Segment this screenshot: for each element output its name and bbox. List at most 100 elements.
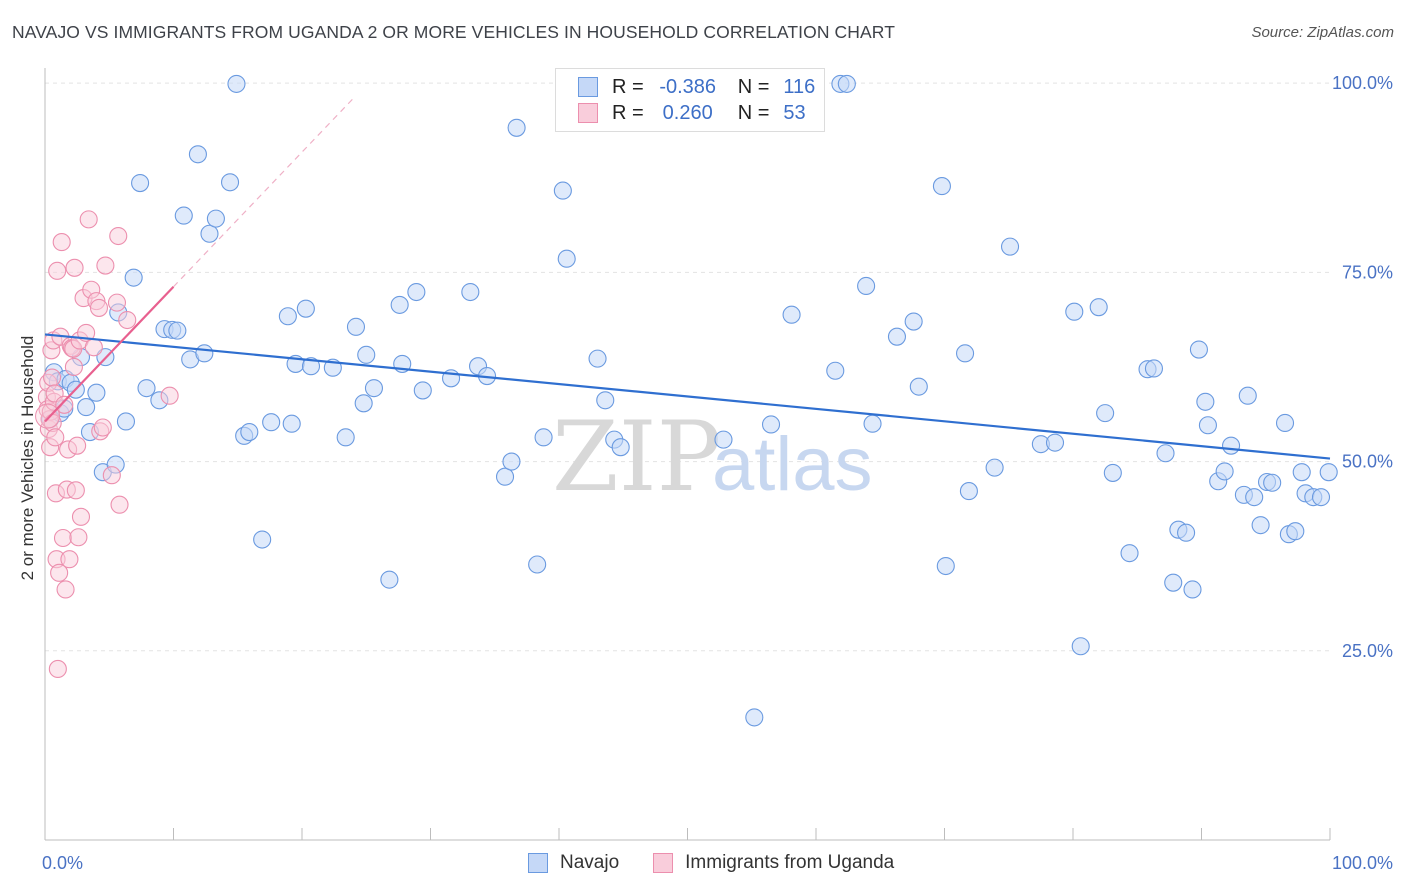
navajo-point xyxy=(1096,404,1115,423)
y-tick-labels: 100.0% 75.0% 50.0% 25.0% xyxy=(1332,73,1393,661)
legend-n-value: 53 xyxy=(783,101,806,124)
navajo-point xyxy=(887,327,907,346)
y-tick-label: 100.0% xyxy=(1332,73,1393,93)
navajo-point xyxy=(240,423,259,442)
navajo-point xyxy=(253,530,272,549)
navajo-point xyxy=(1286,522,1305,541)
navajo-point xyxy=(1238,386,1257,405)
navajo-point xyxy=(336,428,355,447)
navajo-point xyxy=(227,74,246,93)
uganda-trend-extension xyxy=(173,97,354,288)
watermark-atlas: atlas xyxy=(712,422,873,507)
navajo-point xyxy=(909,377,928,396)
uganda-point xyxy=(46,428,65,447)
navajo-point xyxy=(1071,637,1090,656)
navajo-point xyxy=(296,299,315,318)
x-tick-label: 100.0% xyxy=(1332,853,1393,873)
navajo-point xyxy=(1177,523,1196,542)
legend-swatch-navajo xyxy=(578,77,598,97)
uganda-point xyxy=(66,481,85,500)
navajo-point xyxy=(116,412,136,431)
source-label: Source: ZipAtlas.com xyxy=(1251,24,1394,41)
navajo-point xyxy=(1198,416,1217,435)
navajo-point xyxy=(364,379,384,398)
uganda-point xyxy=(50,563,69,582)
navajo-point xyxy=(761,415,781,434)
navajo-point xyxy=(1183,580,1202,599)
y-axis-title: 2 or more Vehicles in Household xyxy=(18,336,37,581)
legend-row-uganda: R = 0.260 N = 53 xyxy=(578,100,806,126)
navajo-point xyxy=(1245,488,1264,507)
y-tick-label: 25.0% xyxy=(1342,641,1393,661)
uganda-point xyxy=(160,386,179,405)
navajo-point xyxy=(1251,516,1270,535)
navajo-point xyxy=(714,430,733,449)
uganda-point xyxy=(48,659,67,678)
uganda-point xyxy=(69,528,88,547)
navajo-point xyxy=(220,173,240,192)
uganda-point xyxy=(109,226,128,246)
uganda-point xyxy=(43,368,62,387)
navajo-point xyxy=(168,321,187,340)
uganda-trend-line xyxy=(44,285,175,423)
uganda-point xyxy=(65,258,84,277)
uganda-point xyxy=(60,550,79,569)
navajo-point xyxy=(857,276,876,296)
navajo-point xyxy=(87,383,106,402)
navajo-point xyxy=(956,344,975,363)
navajo-point xyxy=(1215,462,1234,481)
legend-n-label: N = xyxy=(737,101,770,124)
navajo-point xyxy=(1144,359,1164,378)
uganda-point xyxy=(102,466,121,485)
navajo-point xyxy=(390,295,409,314)
uganda-point xyxy=(84,338,103,357)
navajo-point xyxy=(837,74,856,93)
navajo-point xyxy=(1103,463,1122,482)
legend-r-label: R = xyxy=(612,101,644,124)
navajo-point xyxy=(1089,298,1108,317)
navajo-point xyxy=(461,282,480,302)
uganda-point xyxy=(89,298,109,317)
legend-row-navajo: R = -0.386 N = 116 xyxy=(578,74,815,100)
navajo-point xyxy=(495,467,515,486)
navajo-point xyxy=(596,391,615,410)
navajo-point xyxy=(502,452,521,471)
navajo-point xyxy=(301,357,321,376)
uganda-point xyxy=(48,261,67,280)
navajo-point xyxy=(174,206,193,225)
navajo-point xyxy=(282,414,301,433)
navajo-point xyxy=(1065,302,1084,321)
uganda-point xyxy=(64,357,83,377)
navajo-point xyxy=(413,381,432,400)
uganda-point xyxy=(71,507,91,526)
navajo-point xyxy=(936,556,955,576)
navajo-point xyxy=(534,428,553,447)
navajo-point xyxy=(904,312,923,331)
navajo-point xyxy=(557,249,576,268)
navajo-point xyxy=(137,379,156,398)
legend-r-label: R = xyxy=(612,75,644,98)
navajo-point xyxy=(588,349,607,368)
navajo-point xyxy=(195,344,214,363)
legend-n-label: N = xyxy=(737,75,770,98)
x-tick-label: 0.0% xyxy=(42,853,83,873)
legend-r-value: -0.386 xyxy=(659,75,717,98)
navajo-point xyxy=(124,268,143,287)
bottom-legend: Navajo Immigrants from Uganda xyxy=(528,852,894,874)
navajo-point xyxy=(1045,433,1065,452)
uganda-point xyxy=(35,403,61,429)
navajo-point xyxy=(507,118,526,137)
navajo-point xyxy=(782,305,801,324)
bottom-legend-navajo: Navajo xyxy=(560,852,620,873)
navajo-point xyxy=(1000,237,1020,256)
legend-n-value: 116 xyxy=(783,75,816,98)
navajo-point xyxy=(528,555,547,574)
navajo-point xyxy=(1120,544,1139,563)
navajo-point xyxy=(932,177,951,196)
bottom-legend-swatch-navajo xyxy=(528,853,548,873)
navajo-point xyxy=(1319,463,1338,482)
uganda-point xyxy=(118,310,137,330)
chart-title: NAVAJO VS IMMIGRANTS FROM UGANDA 2 OR MO… xyxy=(12,22,895,42)
bottom-legend-swatch-uganda xyxy=(653,853,674,873)
legend: R = -0.386 N = 116 R = 0.260 N = 53 xyxy=(555,68,825,132)
